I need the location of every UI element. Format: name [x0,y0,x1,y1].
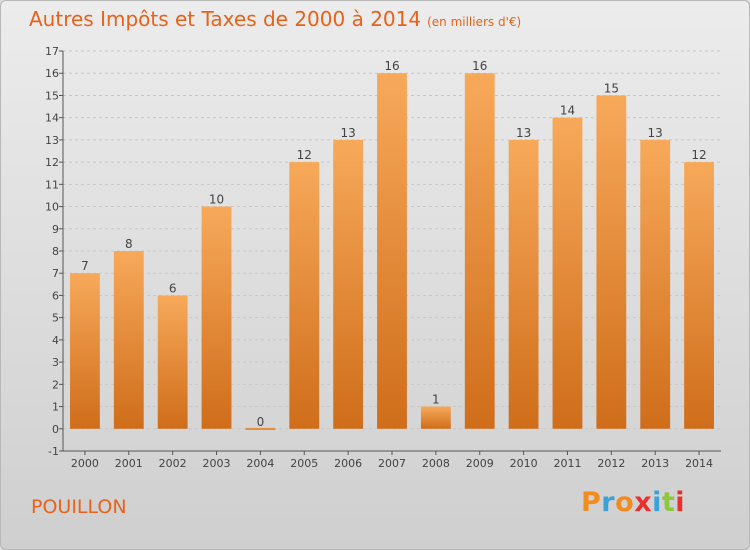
x-tick-label-2004: 2004 [246,457,274,470]
y-tick-label: 1 [52,401,59,414]
bar-2000 [70,273,100,429]
value-label-2006: 13 [340,126,355,140]
x-tick-label-2013: 2013 [641,457,669,470]
x-tick-label-2014: 2014 [685,457,713,470]
value-label-2008: 1 [432,393,440,407]
bar-2002 [157,295,188,429]
x-tick-label-2000: 2000 [71,457,99,470]
value-label-2004: 0 [257,415,265,429]
value-label-2010: 13 [516,126,531,140]
x-tick-label-2008: 2008 [422,457,450,470]
x-tick-label-2005: 2005 [290,457,318,470]
y-tick-label: 9 [52,223,59,236]
value-label-2012: 15 [604,81,619,95]
x-tick-label-2012: 2012 [597,457,625,470]
value-label-2000: 7 [81,259,89,273]
bar-2014 [684,162,714,429]
y-tick-label: 14 [45,112,59,125]
bar-2012 [596,95,627,429]
value-label-2011: 14 [560,104,575,118]
value-label-2014: 12 [691,148,706,162]
y-tick-label: 0 [52,423,59,436]
bar-2001 [113,251,144,429]
logo-letter: P [581,487,602,518]
bar-2008 [420,406,451,429]
y-tick-label: 12 [45,156,59,169]
y-tick-label: 10 [45,201,59,214]
bar-2013 [640,139,671,429]
bar-2010 [508,139,539,429]
value-label-2001: 8 [125,237,133,251]
x-tick-label-2001: 2001 [115,457,143,470]
value-label-2003: 10 [209,193,224,207]
x-tick-label-2003: 2003 [203,457,231,470]
y-tick-label: 13 [45,134,59,147]
y-tick-label: 8 [52,245,59,258]
value-label-2007: 16 [384,59,399,73]
y-tick-label: 7 [52,267,59,280]
proxiti-logo: Proxiti [581,487,685,518]
logo-letter: x [634,487,653,518]
x-tick-label-2007: 2007 [378,457,406,470]
y-tick-label: 15 [45,89,59,102]
x-tick-label-2002: 2002 [159,457,187,470]
y-tick-label: 6 [52,289,59,302]
value-label-2005: 12 [297,148,312,162]
y-tick-label: 16 [45,67,59,80]
bar-2005 [289,162,320,429]
bar-2009 [464,73,495,429]
x-tick-label-2006: 2006 [334,457,362,470]
y-tick-label: 5 [52,312,59,325]
bar-2007 [377,73,407,429]
logo-letter: o [615,487,635,518]
chart-title-main: Autres Impôts et Taxes de 2000 à 2014 [29,7,422,31]
x-tick-label-2011: 2011 [553,457,581,470]
bar-2006 [333,139,364,429]
logo-letter: i [652,487,662,518]
bar-2004 [245,427,276,430]
value-label-2013: 13 [648,126,663,140]
value-label-2009: 16 [472,59,487,73]
y-tick-label: 2 [52,378,59,391]
logo-letter: i [675,487,686,518]
logo-letter: r [601,487,616,518]
y-tick-label: 11 [45,178,59,191]
y-tick-label: -1 [48,445,59,458]
y-tick-label: 4 [52,334,59,347]
value-label-2002: 6 [169,281,177,295]
y-tick-label: 3 [52,356,59,369]
x-tick-label-2010: 2010 [510,457,538,470]
commune-name: POUILLON [31,496,127,518]
bars [70,73,714,430]
chart-title: Autres Impôts et Taxes de 2000 à 2014 (en… [29,7,521,31]
logo-letter: t [661,487,676,518]
x-tick-label-2009: 2009 [466,457,494,470]
bar-2003 [201,206,232,429]
chart-title-unit: (en milliers d'€) [427,15,522,29]
y-tick-label: 17 [45,45,59,58]
data-labels: 7 8 6 10 0 12 13 16 1 16 13 14 15 13 12 [81,59,707,429]
bar-2011 [552,117,583,429]
